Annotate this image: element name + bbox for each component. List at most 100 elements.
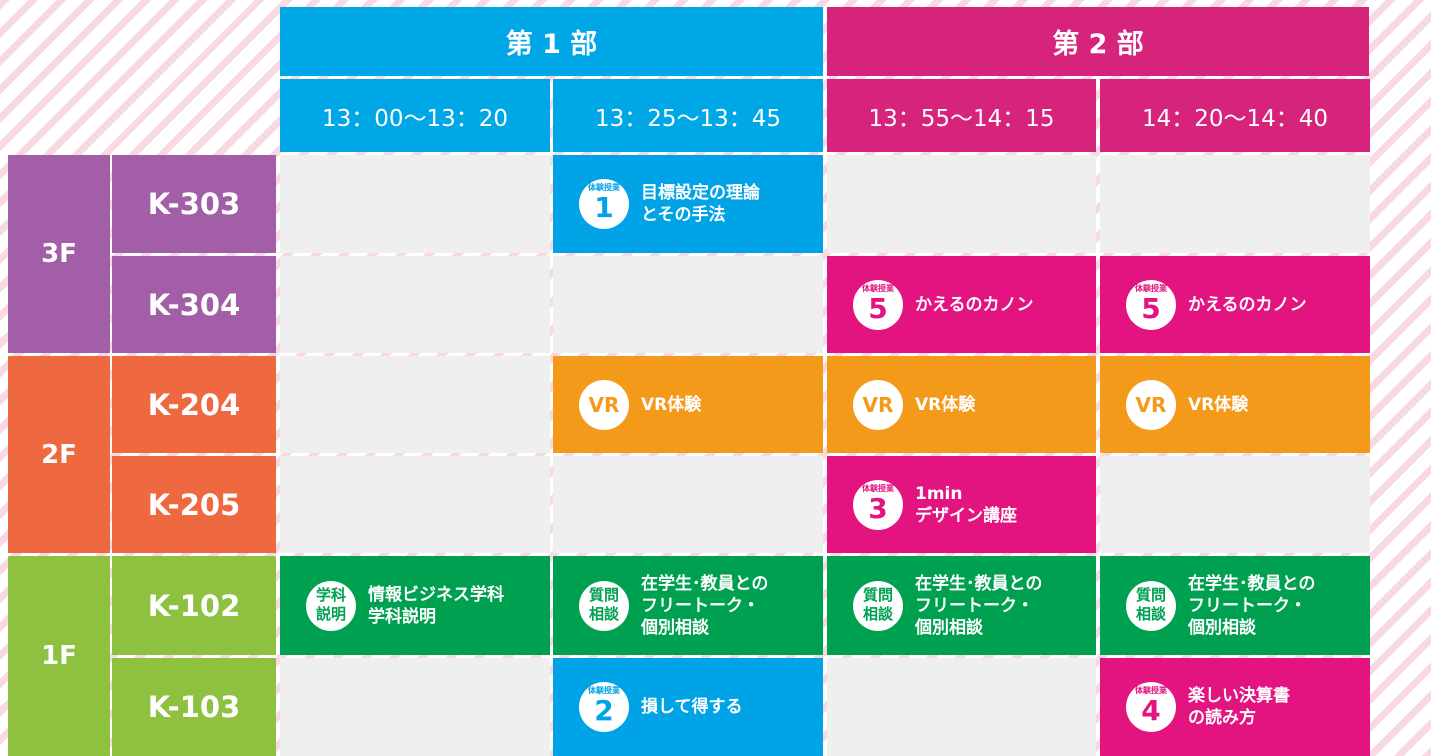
- session-cell: 体験授業 3 1min デザイン講座: [827, 456, 1096, 553]
- session-line: フリートーク・: [915, 595, 1034, 616]
- session-line: の読み方: [1188, 708, 1256, 728]
- badge-number: 3: [868, 491, 888, 525]
- session-line: 在学生･教員との: [915, 573, 1043, 594]
- session-cell: 質問 相談 在学生･教員との フリートーク・ 個別相談: [827, 556, 1096, 655]
- badge-number: 5: [868, 291, 888, 325]
- session-line: 在学生･教員との: [641, 573, 769, 594]
- badge-text: 学科: [315, 585, 346, 604]
- empty-cell: [1100, 456, 1370, 553]
- session-text: 在学生･教員との フリートーク・ 個別相談: [1188, 573, 1315, 639]
- badge-label: 体験授業: [1135, 686, 1167, 695]
- session-cell: 体験授業 5 かえるのカノン: [1100, 256, 1370, 353]
- badge-text: 相談: [862, 604, 893, 623]
- session-text: かえるのカノン: [915, 294, 1034, 316]
- empty-cell: [280, 456, 550, 553]
- session-cell: VR VR体験: [1100, 356, 1370, 453]
- badge: 質問 相談: [1126, 580, 1176, 631]
- time-header: 13：00〜13：20: [280, 79, 550, 152]
- badge-text: 質問: [862, 585, 893, 604]
- badge-label: 体験授業: [588, 686, 620, 695]
- empty-cell: [553, 256, 823, 353]
- session-cell: 質問 相談 在学生･教員との フリートーク・ 個別相談: [1100, 556, 1370, 655]
- session-line: 在学生･教員との: [1188, 573, 1316, 594]
- session-cell: 体験授業 1 目標設定の理論 とその手法: [553, 155, 823, 253]
- badge-number: VR: [862, 392, 894, 417]
- session-line: とその手法: [641, 205, 726, 225]
- badge: 質問 相談: [579, 580, 629, 631]
- badge-text: 質問: [588, 585, 619, 604]
- session-cell: 体験授業 4 楽しい決算書 の読み方: [1100, 658, 1370, 756]
- session-line: VR体験: [915, 394, 976, 415]
- session-line: 1min: [915, 483, 963, 504]
- session-cell: 質問 相談 在学生･教員との フリートーク・ 個別相談: [553, 556, 823, 655]
- session-text: VR体験: [915, 394, 975, 416]
- room-label: K-103: [112, 658, 276, 756]
- time-header: 14：20〜14：40: [1100, 79, 1370, 152]
- badge-text: 説明: [315, 604, 346, 623]
- badge: 体験授業 5: [853, 279, 903, 330]
- empty-cell: [280, 356, 550, 453]
- time-header: 13：55〜14：15: [827, 79, 1096, 152]
- badge-label: 体験授業: [862, 283, 894, 293]
- badge: 体験授業 2: [579, 682, 629, 732]
- floor-label: 3F: [8, 155, 110, 353]
- badge-text: 相談: [1135, 604, 1166, 623]
- session-line: 情報ビジネス学科: [368, 584, 504, 605]
- time-header: 13：25〜13：45: [553, 79, 823, 152]
- empty-cell: [827, 658, 1096, 756]
- empty-cell: [827, 155, 1096, 253]
- badge: 体験授業 4: [1126, 682, 1176, 732]
- session-text: かえるのカノン: [1188, 294, 1307, 316]
- session-line: フリートーク・: [1188, 595, 1307, 616]
- session-line: 学科説明: [368, 606, 436, 627]
- badge: VR: [579, 379, 629, 430]
- badge-text: 相談: [588, 604, 619, 623]
- session-line: かえるのカノン: [1188, 294, 1307, 315]
- part-header: 第 1 部: [280, 7, 823, 76]
- session-text: VR体験: [1188, 394, 1248, 416]
- session-cell: VR VR体験: [553, 356, 823, 453]
- badge-label: 体験授業: [1135, 283, 1167, 293]
- badge-label: 体験授業: [862, 483, 894, 493]
- session-text: VR体験: [641, 394, 701, 416]
- session-line: VR体験: [641, 394, 702, 415]
- session-line: フリートーク・: [641, 595, 760, 616]
- session-line: 個別相談: [641, 617, 709, 638]
- badge: VR: [853, 379, 903, 430]
- badge-number: VR: [1135, 392, 1167, 417]
- empty-cell: [1100, 155, 1370, 253]
- empty-cell: [280, 256, 550, 353]
- session-text: 損して得する: [641, 696, 743, 718]
- badge: 体験授業 5: [1126, 279, 1176, 330]
- room-label: K-204: [112, 356, 276, 453]
- session-line: デザイン講座: [915, 505, 1017, 526]
- empty-cell: [553, 456, 823, 553]
- room-label: K-303: [112, 155, 276, 253]
- badge: 体験授業 3: [853, 479, 903, 530]
- badge-number: VR: [588, 392, 620, 417]
- part-header: 第 2 部: [827, 7, 1369, 76]
- session-line: 個別相談: [915, 617, 983, 638]
- badge-number: 1: [594, 191, 614, 224]
- session-text: 在学生･教員との フリートーク・ 個別相談: [915, 573, 1042, 639]
- session-line: VR体験: [1188, 394, 1249, 415]
- session-text: 目標設定の理論 とその手法: [641, 182, 760, 226]
- empty-cell: [280, 658, 550, 756]
- session-text: 楽しい決算書 の読み方: [1188, 685, 1290, 729]
- badge: VR: [1126, 379, 1176, 430]
- session-line: かえるのカノン: [915, 294, 1034, 315]
- session-cell: 体験授業 5 かえるのカノン: [827, 256, 1096, 353]
- session-line: 楽しい決算書: [1188, 686, 1290, 706]
- floor-label: 1F: [8, 556, 110, 756]
- badge: 学科 説明: [306, 580, 356, 631]
- badge-number: 2: [594, 694, 614, 727]
- badge-number: 5: [1141, 291, 1161, 325]
- badge-label: 体験授業: [588, 183, 620, 192]
- room-label: K-102: [112, 556, 276, 655]
- session-text: 1min デザイン講座: [915, 483, 1017, 527]
- badge-number: 4: [1141, 694, 1161, 727]
- session-cell: 学科 説明 情報ビジネス学科 学科説明: [280, 556, 550, 655]
- session-cell: 体験授業 2 損して得する: [553, 658, 823, 756]
- room-label: K-304: [112, 256, 276, 353]
